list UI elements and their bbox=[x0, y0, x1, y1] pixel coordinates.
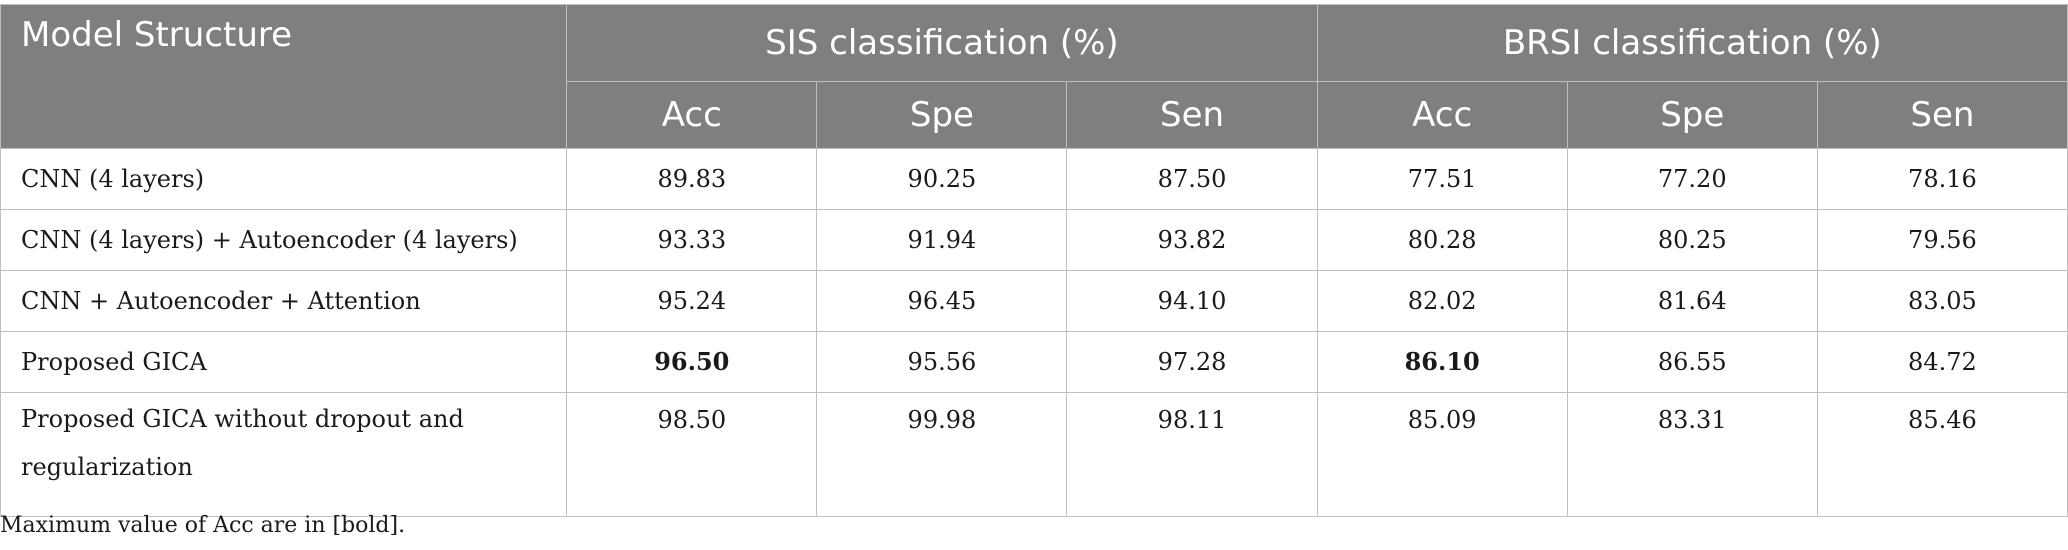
sis-sen-cell: 97.28 bbox=[1066, 330, 1318, 393]
sis-group-header: SIS classification (%) bbox=[566, 4, 1318, 82]
brsi-sen-cell: 78.16 bbox=[1816, 147, 2068, 210]
model-structure-header: Model Structure bbox=[0, 4, 568, 81]
results-table: Model Structure SIS classification (%) B… bbox=[0, 4, 2068, 517]
sis-acc-header: Acc bbox=[566, 80, 818, 149]
sis-sen-cell: 94.10 bbox=[1066, 269, 1318, 332]
brsi-acc-cell: 85.09 bbox=[1316, 391, 1568, 517]
sis-acc-cell: 95.24 bbox=[566, 269, 818, 332]
model-name-cell: Proposed GICA without dropout and regula… bbox=[0, 391, 568, 517]
sis-sen-cell: 87.50 bbox=[1066, 147, 1318, 210]
table-row: Proposed GICA 96.50 95.56 97.28 86.10 86… bbox=[0, 330, 2068, 393]
table-row: CNN (4 layers) 89.83 90.25 87.50 77.51 7… bbox=[0, 147, 2068, 210]
brsi-acc-cell: 86.10 bbox=[1316, 330, 1568, 393]
sis-sen-cell: 93.82 bbox=[1066, 208, 1318, 271]
brsi-acc-cell: 80.28 bbox=[1316, 208, 1568, 271]
model-name-cell: Proposed GICA bbox=[0, 330, 568, 393]
table-row: Proposed GICA without dropout and regula… bbox=[0, 391, 2068, 517]
sis-acc-cell: 96.50 bbox=[566, 330, 818, 393]
brsi-group-header: BRSI classification (%) bbox=[1316, 4, 2068, 82]
model-name-cell: CNN (4 layers) bbox=[0, 147, 568, 210]
brsi-spe-header: Spe bbox=[1566, 80, 1818, 149]
brsi-acc-cell: 82.02 bbox=[1316, 269, 1568, 332]
brsi-sen-cell: 84.72 bbox=[1816, 330, 2068, 393]
brsi-sen-header: Sen bbox=[1816, 80, 2068, 149]
header-group-row: Model Structure SIS classification (%) B… bbox=[0, 4, 2068, 82]
sis-spe-header: Spe bbox=[816, 80, 1068, 149]
brsi-spe-cell: 86.55 bbox=[1566, 330, 1818, 393]
brsi-spe-cell: 80.25 bbox=[1566, 208, 1818, 271]
table-row: CNN + Autoencoder + Attention 95.24 96.4… bbox=[0, 269, 2068, 332]
sis-sen-header: Sen bbox=[1066, 80, 1318, 149]
brsi-sen-cell: 79.56 bbox=[1816, 208, 2068, 271]
header-spacer bbox=[0, 81, 568, 149]
header-metric-row: Acc Spe Sen Acc Spe Sen bbox=[0, 80, 2068, 149]
sis-spe-cell: 99.98 bbox=[816, 391, 1068, 517]
sis-acc-cell: 98.50 bbox=[566, 391, 818, 517]
sis-spe-cell: 91.94 bbox=[816, 208, 1068, 271]
model-name-cell: CNN (4 layers) + Autoencoder (4 layers) bbox=[0, 208, 568, 271]
sis-spe-cell: 95.56 bbox=[816, 330, 1068, 393]
table-row: CNN (4 layers) + Autoencoder (4 layers) … bbox=[0, 208, 2068, 271]
table-footnote: Maximum value of Acc are in [bold]. bbox=[0, 513, 406, 538]
brsi-spe-cell: 77.20 bbox=[1566, 147, 1818, 210]
sis-acc-cell: 89.83 bbox=[566, 147, 818, 210]
brsi-acc-header: Acc bbox=[1316, 80, 1568, 149]
model-name-cell: CNN + Autoencoder + Attention bbox=[0, 269, 568, 332]
table-body: CNN (4 layers) 89.83 90.25 87.50 77.51 7… bbox=[0, 147, 2068, 517]
brsi-sen-cell: 85.46 bbox=[1816, 391, 2068, 517]
brsi-acc-cell: 77.51 bbox=[1316, 147, 1568, 210]
sis-acc-cell: 93.33 bbox=[566, 208, 818, 271]
brsi-spe-cell: 81.64 bbox=[1566, 269, 1818, 332]
brsi-spe-cell: 83.31 bbox=[1566, 391, 1818, 517]
sis-spe-cell: 96.45 bbox=[816, 269, 1068, 332]
table-header: Model Structure SIS classification (%) B… bbox=[0, 4, 2068, 149]
sis-sen-cell: 98.11 bbox=[1066, 391, 1318, 517]
brsi-sen-cell: 83.05 bbox=[1816, 269, 2068, 332]
sis-spe-cell: 90.25 bbox=[816, 147, 1068, 210]
